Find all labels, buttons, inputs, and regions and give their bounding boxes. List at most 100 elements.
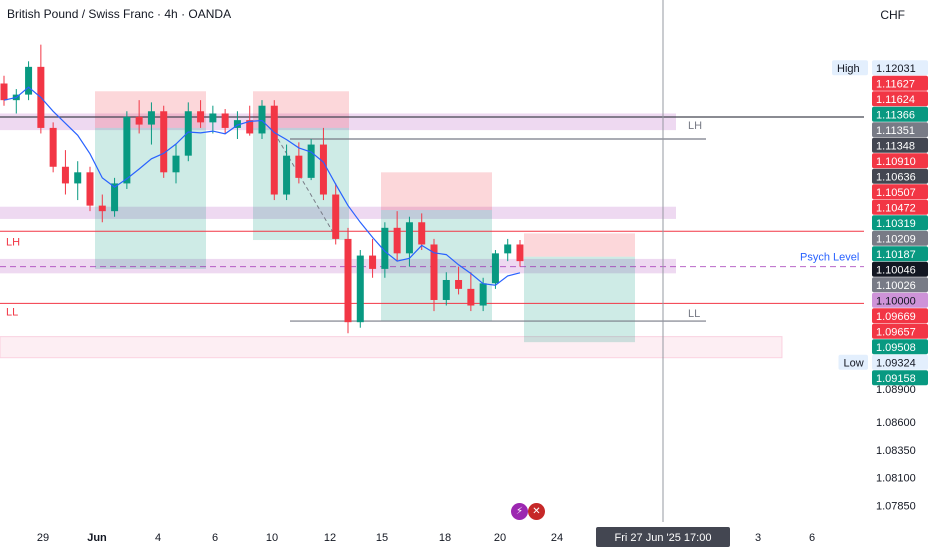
time-tick-label: 4 <box>155 532 161 544</box>
time-tick-label: Jun <box>87 532 107 544</box>
price-tag <box>872 215 928 231</box>
candle-body <box>393 227 401 254</box>
time-tick-label: 20 <box>494 532 506 544</box>
price-tag <box>872 246 928 262</box>
candle-body <box>307 144 315 178</box>
position-box-stop <box>253 91 349 128</box>
candle-body <box>25 66 33 95</box>
position-box-stop <box>524 233 635 257</box>
candle-body <box>430 244 438 300</box>
candle-body <box>455 279 463 289</box>
supply-zone <box>0 113 676 131</box>
uk-flag-icon[interactable]: ✕ <box>528 503 545 520</box>
low-zone <box>0 336 783 359</box>
candle-body <box>147 111 155 125</box>
annotations: LH LH Psych Level LL LL <box>6 120 859 320</box>
candle-body <box>504 244 512 254</box>
price-tag-value: 1.09508 <box>876 342 916 354</box>
candle-body <box>61 166 69 184</box>
candle-body <box>160 111 168 173</box>
candle-body <box>209 113 217 123</box>
supply-zone <box>0 258 676 274</box>
candle-body <box>135 116 143 125</box>
price-tag <box>872 153 928 169</box>
time-cursor-label: Fri 27 Jun '25 17:00 <box>615 532 712 544</box>
candle-body <box>184 111 192 156</box>
candle-body <box>516 244 524 262</box>
price-tag-value: 1.11348 <box>876 140 915 152</box>
annotation-label: LH <box>688 120 702 132</box>
candle-body <box>479 283 487 306</box>
price-tick-label: 1.08350 <box>876 445 916 457</box>
price-tag <box>872 323 928 339</box>
candle-body <box>111 183 119 212</box>
time-tick-label: 29 <box>37 532 49 544</box>
time-tick-label: 3 <box>755 532 761 544</box>
horizontal-lines <box>0 0 864 522</box>
price-axis: 1.08900 1.08600 1.08350 1.08100 1.07850 1.120… <box>832 0 932 550</box>
price-tag-value: 1.11624 <box>876 94 915 106</box>
price-tag-value: 1.09324 <box>876 357 916 369</box>
price-tag <box>872 75 928 91</box>
price-tag <box>872 354 928 370</box>
price-tag <box>872 60 928 76</box>
price-tag-label: High <box>837 63 860 75</box>
price-tag <box>872 137 928 153</box>
event-badges[interactable]: ⚡ ✕ <box>511 503 547 523</box>
annotation-label: LL <box>6 306 18 318</box>
candle-body <box>246 120 254 134</box>
time-cursor-label-bg <box>596 527 730 547</box>
candle-body <box>86 172 94 206</box>
candle-body <box>332 194 340 239</box>
price-tag <box>872 91 928 107</box>
candle-body <box>172 155 180 173</box>
price-tag-value: 1.10026 <box>876 280 916 292</box>
zones <box>0 91 783 359</box>
chart-title: British Pound / Swiss Franc · 4h · OANDA <box>7 7 232 21</box>
annotation-label: Psych Level <box>800 252 859 264</box>
price-tag-value: 1.09158 <box>876 373 916 385</box>
price-tag-value: 1.10507 <box>876 187 916 199</box>
price-tag-value: 1.11351 <box>876 125 915 137</box>
candle-body <box>442 279 450 300</box>
price-tag-value: 1.12031 <box>876 63 916 75</box>
price-tag-label-bg <box>832 60 868 76</box>
candle-body <box>49 127 57 167</box>
candle-body <box>270 105 278 195</box>
candle-body <box>381 227 389 269</box>
candle-body <box>295 155 303 178</box>
price-tag-value: 1.10472 <box>876 202 916 214</box>
candle-body <box>344 238 352 323</box>
candle-body <box>491 253 499 284</box>
candle-body <box>0 83 8 101</box>
candle-body <box>74 172 82 184</box>
price-tag <box>872 308 928 324</box>
price-tag <box>872 122 928 138</box>
lightning-icon[interactable]: ⚡ <box>511 503 528 520</box>
price-tag <box>872 261 928 277</box>
price-tag-label-bg <box>838 354 868 370</box>
trend-line <box>277 138 336 236</box>
price-tag <box>872 168 928 184</box>
position-box-stop <box>381 172 492 211</box>
time-tick-label: 12 <box>324 532 336 544</box>
price-tag <box>872 184 928 200</box>
annotation-label: LL <box>688 308 700 320</box>
price-tag <box>872 199 928 215</box>
candle-body <box>319 144 327 195</box>
price-tag-value: 1.10910 <box>876 156 916 168</box>
candle-body <box>197 111 205 123</box>
price-tag-value: 1.10209 <box>876 233 916 245</box>
time-tick-label: 6 <box>809 532 815 544</box>
time-axis: 29 Jun 4 6 10 12 15 18 20 24 3 6 Fri 27 Jun '25 17:0… <box>37 527 815 547</box>
candle-body <box>233 120 241 128</box>
candle-body <box>221 113 229 128</box>
currency-label[interactable]: CHF <box>880 8 905 22</box>
position-box-target <box>524 256 635 343</box>
price-tag-value: 1.10000 <box>876 295 916 307</box>
price-tag <box>872 277 928 293</box>
price-tag-value: 1.10046 <box>876 264 916 276</box>
candle-body <box>369 255 377 269</box>
annotation-label: LH <box>6 236 20 248</box>
